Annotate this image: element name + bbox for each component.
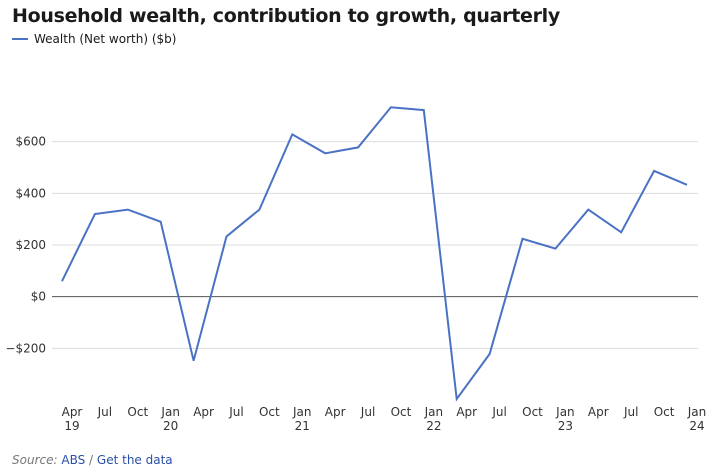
- x-tick-year-label: 24: [689, 419, 704, 433]
- legend-line-swatch: [12, 38, 28, 40]
- x-tick-year-label: 20: [163, 419, 178, 433]
- x-tick-label: Apr: [456, 405, 477, 419]
- x-tick-label: Oct: [522, 405, 543, 419]
- get-the-data-link[interactable]: Get the data: [96, 453, 173, 467]
- x-tick-label: Oct: [127, 405, 148, 419]
- y-tick-label: −$200: [5, 341, 46, 355]
- x-tick-label: Jul: [228, 405, 243, 419]
- x-tick-label: Jan: [687, 405, 707, 419]
- x-tick-label: Jul: [491, 405, 506, 419]
- x-tick-label: Oct: [259, 405, 280, 419]
- y-tick-label: $0: [31, 290, 46, 304]
- chart-title: Household wealth, contribution to growth…: [12, 5, 560, 27]
- x-tick-year-label: 19: [64, 419, 79, 433]
- source-link[interactable]: ABS: [61, 453, 86, 467]
- x-tick-label: Apr: [325, 405, 346, 419]
- y-tick-label: $200: [15, 238, 46, 252]
- x-tick-label: Jul: [623, 405, 638, 419]
- footer: Source: ABS / Get the data: [12, 453, 173, 467]
- x-tick-year-label: 22: [426, 419, 441, 433]
- source-label: Source:: [12, 453, 58, 467]
- x-tick-label: Apr: [193, 405, 214, 419]
- x-tick-label: Jan: [555, 405, 575, 419]
- footer-separator: /: [89, 453, 94, 467]
- x-tick-label: Oct: [391, 405, 412, 419]
- legend-label: Wealth (Net worth) ($b): [34, 32, 177, 46]
- x-tick-label: Jul: [360, 405, 375, 419]
- x-tick-label: Oct: [654, 405, 675, 419]
- x-tick-label: Jan: [424, 405, 444, 419]
- x-tick-label: Jul: [97, 405, 112, 419]
- x-tick-label: Apr: [588, 405, 609, 419]
- y-tick-label: $400: [15, 186, 46, 200]
- x-tick-year-label: 21: [295, 419, 310, 433]
- x-tick-label: Apr: [62, 405, 83, 419]
- series-line-wealth: [61, 106, 688, 402]
- legend: Wealth (Net worth) ($b): [12, 32, 176, 46]
- x-tick-label: Jan: [160, 405, 180, 419]
- x-tick-year-label: 23: [558, 419, 573, 433]
- x-tick-label: Jan: [292, 405, 312, 419]
- y-tick-label: $600: [15, 135, 46, 149]
